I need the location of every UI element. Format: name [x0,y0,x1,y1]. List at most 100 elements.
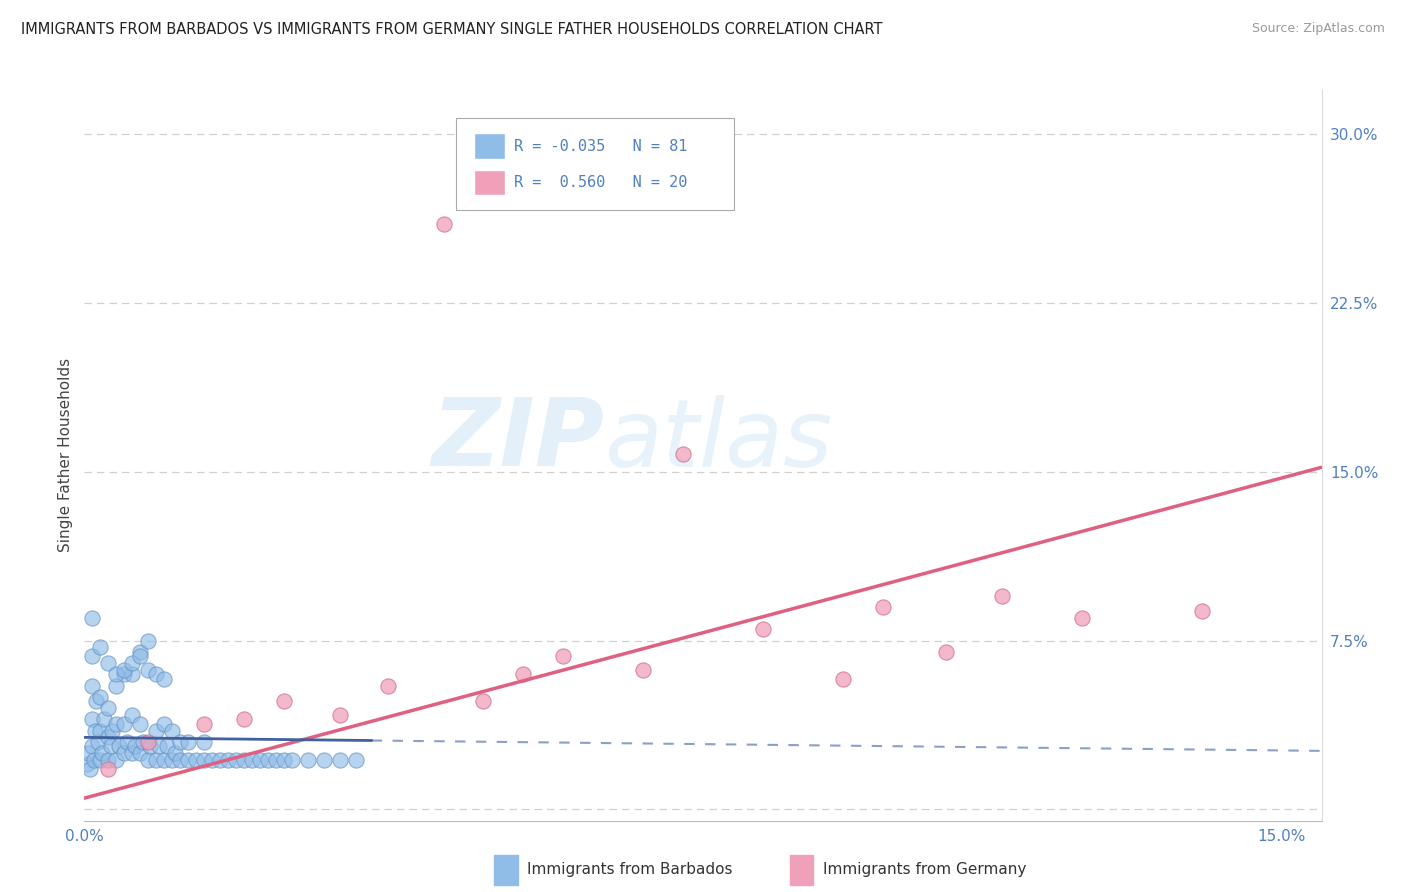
Point [124,739,146,754]
Point [377,679,399,693]
Point [752,623,775,637]
Point [87,735,110,749]
Point [82,739,104,754]
Point [155,739,177,754]
Point [273,694,295,708]
Point [177,735,200,749]
Point [83,723,105,738]
Point [225,753,247,767]
Point [160,753,183,767]
Point [249,753,271,767]
Point [129,645,152,659]
Point [105,717,128,731]
Point [97,731,120,745]
Point [145,753,167,767]
Point [82,611,104,625]
Point [872,599,894,614]
Point [82,649,104,664]
Point [672,447,695,461]
Point [184,753,207,767]
Point [935,645,957,659]
Point [77,746,100,760]
Point [344,753,367,767]
Point [153,717,176,731]
Point [991,589,1014,603]
Point [136,633,159,648]
Point [297,753,319,767]
Point [101,723,124,738]
Point [312,753,335,767]
Point [472,694,495,708]
Point [97,762,120,776]
Point [115,735,138,749]
Point [82,679,104,693]
Point [97,656,120,670]
Point [193,717,215,731]
Point [1071,611,1094,625]
Point [129,746,152,760]
FancyBboxPatch shape [474,169,505,195]
Point [163,746,186,760]
Point [89,723,111,738]
Point [264,753,287,767]
Point [97,701,120,715]
Point [83,753,105,767]
Point [86,694,108,708]
Point [90,746,112,760]
Point [121,667,143,681]
Point [136,753,159,767]
Point [631,663,654,677]
Point [121,746,143,760]
Point [148,739,170,754]
Point [105,667,128,681]
Point [121,656,143,670]
FancyBboxPatch shape [456,119,734,210]
Point [89,753,111,767]
Point [201,753,224,767]
Point [1191,604,1213,618]
Point [105,679,128,693]
Point [209,753,232,767]
FancyBboxPatch shape [474,133,505,159]
Point [281,753,304,767]
Point [329,707,352,722]
Point [169,735,191,749]
Point [89,690,111,704]
Point [82,712,104,726]
Y-axis label: Single Father Households: Single Father Households [58,358,73,552]
Point [93,712,115,726]
Point [112,717,135,731]
Point [129,717,152,731]
Point [136,735,159,749]
Point [193,735,215,749]
Point [257,753,280,767]
Point [329,753,352,767]
Point [100,739,122,754]
Point [273,753,295,767]
Point [553,649,575,664]
Point [89,640,111,655]
Point [193,753,215,767]
Point [112,746,135,760]
Point [145,723,167,738]
Point [112,667,135,681]
Point [153,672,176,686]
Point [233,753,256,767]
Point [79,762,101,776]
Text: IMMIGRANTS FROM BARBADOS VS IMMIGRANTS FROM GERMANY SINGLE FATHER HOUSEHOLDS COR: IMMIGRANTS FROM BARBADOS VS IMMIGRANTS F… [21,22,883,37]
Point [432,217,454,231]
Point [76,757,98,772]
Text: R =  0.560   N = 20: R = 0.560 N = 20 [513,176,688,190]
Text: atlas: atlas [605,395,832,486]
Point [169,753,191,767]
Point [145,667,167,681]
Text: Immigrants from Barbados: Immigrants from Barbados [527,863,733,877]
Text: Immigrants from Germany: Immigrants from Germany [823,863,1026,877]
Point [217,753,239,767]
Point [177,753,200,767]
Text: ZIP: ZIP [432,394,605,486]
Point [129,649,152,664]
Point [97,753,120,767]
Point [105,753,128,767]
Text: R = -0.035   N = 81: R = -0.035 N = 81 [513,139,688,153]
